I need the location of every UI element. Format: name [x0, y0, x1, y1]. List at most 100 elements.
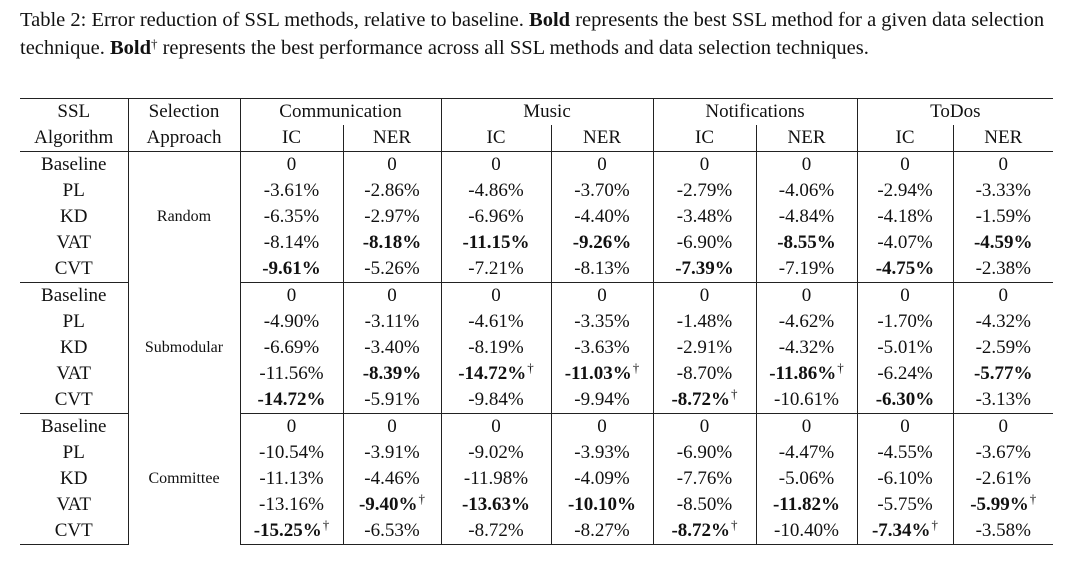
value-cell: -11.98% — [441, 466, 552, 492]
selection-approach-cell: Submodular — [128, 282, 241, 414]
value-cell: -8.14% — [240, 230, 344, 256]
header-row-1: SSL Selection Communication Music Notifi… — [20, 98, 1054, 125]
value-cell: -11.13% — [240, 466, 344, 492]
value-cell: -2.91% — [653, 335, 757, 361]
caption-text-2: represents the best SSL method for a giv… — [20, 9, 1045, 59]
value-text: -9.40% — [358, 494, 418, 515]
value-cell: -4.86% — [441, 178, 552, 204]
caption-dagger: † — [150, 36, 158, 51]
value-cell: 0 — [551, 151, 654, 178]
value-text: -4.32% — [975, 311, 1031, 332]
value-cell: -3.93% — [551, 440, 654, 466]
algorithm-cell: KD — [20, 335, 129, 361]
value-text: -5.06% — [778, 468, 835, 489]
caption-bold-1: Bold — [529, 9, 571, 31]
dagger-mark: † — [837, 360, 844, 375]
value-text: -9.61% — [262, 258, 321, 279]
value-text: -11.13% — [259, 468, 324, 489]
value-cell: -4.09% — [551, 466, 654, 492]
domain-label: ToDos — [930, 101, 981, 122]
dagger-mark: † — [731, 386, 738, 401]
value-cell: -11.82% — [756, 492, 858, 518]
value-text: -3.13% — [975, 389, 1031, 410]
value-text: -6.30% — [875, 389, 935, 410]
header-metric: IC — [240, 125, 344, 152]
value-cell: -1.70% — [857, 309, 954, 335]
value-text: 0 — [286, 416, 297, 437]
value-cell: -2.97% — [343, 204, 442, 230]
dagger-mark: † — [731, 517, 738, 532]
value-cell: 0 — [551, 282, 654, 309]
value-cell: -7.19% — [756, 256, 858, 283]
value-cell: -7.34%† — [857, 518, 954, 545]
value-cell: -6.69% — [240, 335, 344, 361]
value-text: -8.39% — [362, 363, 422, 384]
value-text: -15.25% — [253, 520, 322, 541]
header-metric: IC — [857, 125, 954, 152]
value-cell: 0 — [953, 414, 1053, 441]
value-cell: -6.90% — [653, 230, 757, 256]
value-text: -2.94% — [877, 180, 933, 201]
value-cell: -13.63% — [441, 492, 552, 518]
value-cell: 0 — [240, 151, 344, 178]
value-cell: -5.01% — [857, 335, 954, 361]
value-cell: 0 — [857, 151, 954, 178]
value-cell: -4.59% — [953, 230, 1053, 256]
caption-lead: Table 2: — [20, 9, 87, 31]
value-cell: 0 — [551, 413, 654, 440]
value-text: -7.76% — [676, 468, 733, 489]
value-cell: -14.72%† — [441, 361, 552, 387]
value-text: -4.40% — [574, 206, 630, 227]
value-text: -7.39% — [675, 258, 734, 279]
dagger-mark: † — [322, 517, 330, 532]
selection-approach-cell: Committee — [128, 413, 241, 545]
results-table: SSL Selection Communication Music Notifi… — [20, 98, 1054, 545]
value-cell: -4.46% — [343, 466, 442, 492]
dagger-mark: † — [1029, 491, 1037, 506]
algorithm-cell: Baseline — [20, 151, 129, 178]
table-row: CVT -15.25%† -6.53% -8.72% -8.27% -8.72%† -10.… — [20, 517, 1054, 545]
value-cell: -3.70% — [551, 178, 654, 204]
table-row: PL -3.61% -2.86% -4.86% -3.70% -2.79% -4.06% -2… — [20, 178, 1053, 204]
value-text: 0 — [491, 154, 501, 175]
algorithm-cell: PL — [20, 309, 129, 335]
value-text: -3.63% — [574, 337, 630, 358]
algorithm-cell: KD — [20, 466, 129, 492]
table-row: VAT -13.16% -9.40%† -13.63% -10.10% -8.50% -11… — [20, 492, 1053, 518]
value-cell: -2.86% — [343, 178, 442, 204]
value-cell: -8.27% — [551, 518, 654, 545]
value-text: -8.13% — [574, 258, 630, 279]
value-cell: -3.61% — [240, 178, 344, 204]
value-text: 0 — [998, 154, 1009, 175]
value-text: 0 — [597, 154, 607, 175]
value-cell: -8.55% — [756, 230, 858, 256]
value-cell: -6.30% — [857, 387, 954, 414]
value-text: -2.59% — [975, 337, 1031, 358]
value-text: 0 — [699, 285, 710, 306]
value-text: -5.26% — [364, 258, 420, 279]
value-text: -7.21% — [468, 258, 524, 279]
value-cell: -4.75% — [857, 256, 954, 283]
value-cell: -4.62% — [756, 309, 858, 335]
value-text: -11.86% — [769, 363, 837, 384]
value-cell: -3.33% — [953, 178, 1053, 204]
table-row: VAT -8.14% -8.18% -11.15% -9.26% -6.90% -8.55%… — [20, 230, 1053, 256]
table-row: CVT -14.72% -5.91% -9.84% -9.94% -8.72%† -10.6… — [20, 386, 1054, 414]
value-cell: -4.90% — [240, 309, 344, 335]
value-text: -6.24% — [877, 363, 933, 384]
value-cell: 0 — [953, 152, 1053, 179]
value-text: -13.16% — [259, 494, 324, 515]
value-text: -4.06% — [778, 180, 835, 201]
value-text: -11.03% — [564, 363, 632, 384]
value-cell: 0 — [756, 282, 858, 309]
value-text: -10.61% — [774, 389, 839, 410]
value-text: -1.70% — [877, 311, 933, 332]
value-cell: -10.61% — [756, 387, 858, 414]
value-cell: 0 — [756, 413, 858, 440]
value-cell: -13.16% — [240, 492, 344, 518]
value-text: -13.63% — [461, 494, 531, 515]
value-cell: -10.10% — [551, 492, 654, 518]
value-text: -6.90% — [676, 232, 733, 253]
algorithm-cell: VAT — [20, 361, 129, 387]
value-text: -2.79% — [676, 180, 733, 201]
